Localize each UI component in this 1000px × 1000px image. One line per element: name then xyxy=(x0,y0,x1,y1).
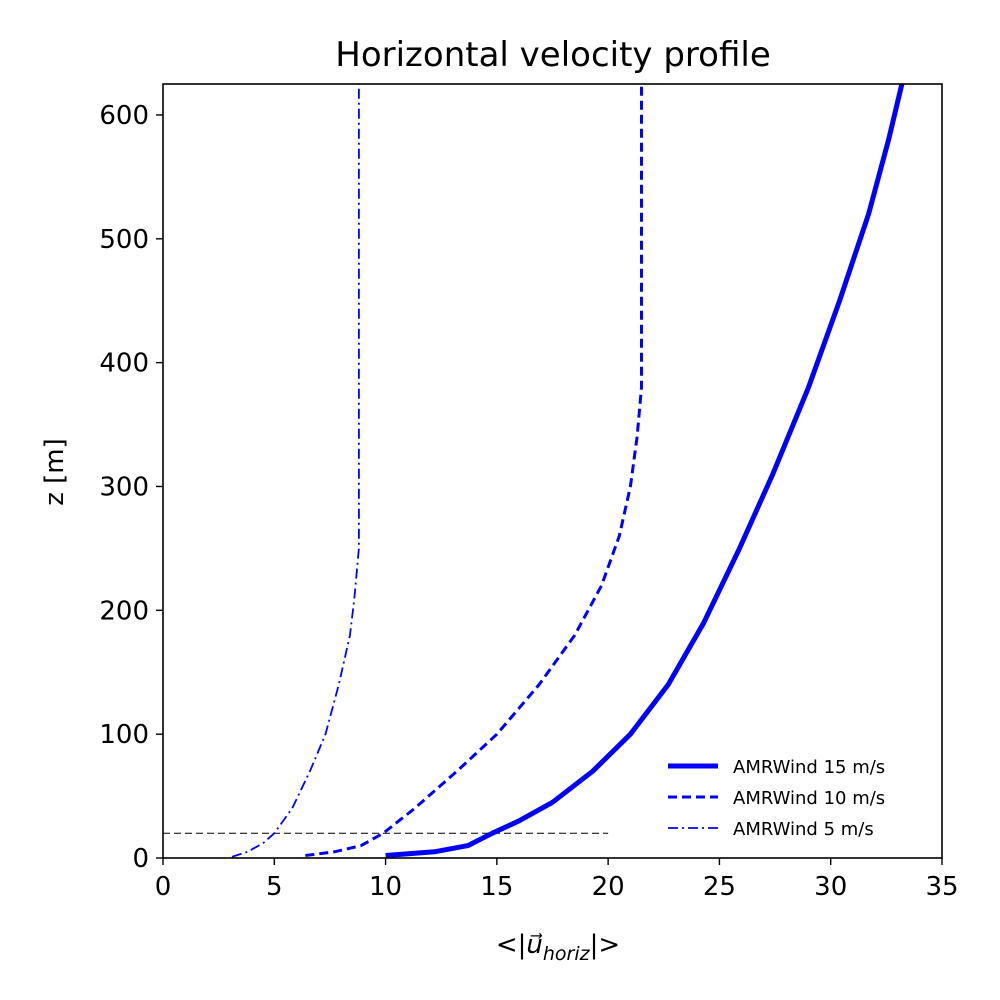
legend-label-3: AMRWind 5 m/s xyxy=(733,819,874,840)
x-axis-label-vector: u⃗ xyxy=(526,930,542,960)
y-tick-label: 500 xyxy=(99,225,149,255)
x-axis-label-subscript: horiz xyxy=(543,943,591,965)
x-tick-label: 30 xyxy=(814,872,847,902)
legend: AMRWind 15 m/s AMRWind 10 m/s AMRWind 5 m/… xyxy=(668,757,885,840)
x-tick-label: 5 xyxy=(266,872,283,902)
y-tick-label: 400 xyxy=(99,349,149,379)
x-tick-label: 0 xyxy=(155,872,172,902)
plot-area xyxy=(163,83,905,858)
series-line-2 xyxy=(305,84,643,857)
plot-frame xyxy=(162,83,943,859)
x-tick-label: 10 xyxy=(369,872,402,902)
chart-title: Horizontal velocity profile xyxy=(335,35,771,75)
x-tick-label: 20 xyxy=(592,872,625,902)
y-tick-label: 600 xyxy=(99,101,149,131)
series-line-1 xyxy=(385,83,905,858)
x-axis-label-prefix: <| xyxy=(496,930,527,960)
x-axis-label-suffix: |> xyxy=(590,930,621,960)
x-tick-label: 35 xyxy=(925,872,958,902)
y-axis: 0 100 200 300 400 500 600 xyxy=(99,101,163,874)
y-tick-label: 300 xyxy=(99,472,149,502)
legend-label-1: AMRWind 15 m/s xyxy=(733,757,885,778)
legend-label-2: AMRWind 10 m/s xyxy=(733,788,885,809)
y-tick-label: 100 xyxy=(99,720,149,750)
x-axis-label: <|u⃗horiz|> xyxy=(496,930,620,965)
y-tick-label: 0 xyxy=(132,844,149,874)
x-tick-label: 15 xyxy=(480,872,513,902)
series-line-3 xyxy=(231,84,360,858)
x-tick-label: 25 xyxy=(703,872,736,902)
y-tick-label: 200 xyxy=(99,596,149,626)
x-axis: 0 5 10 15 20 25 30 35 xyxy=(155,858,959,902)
y-axis-label: z [m] xyxy=(40,438,70,506)
